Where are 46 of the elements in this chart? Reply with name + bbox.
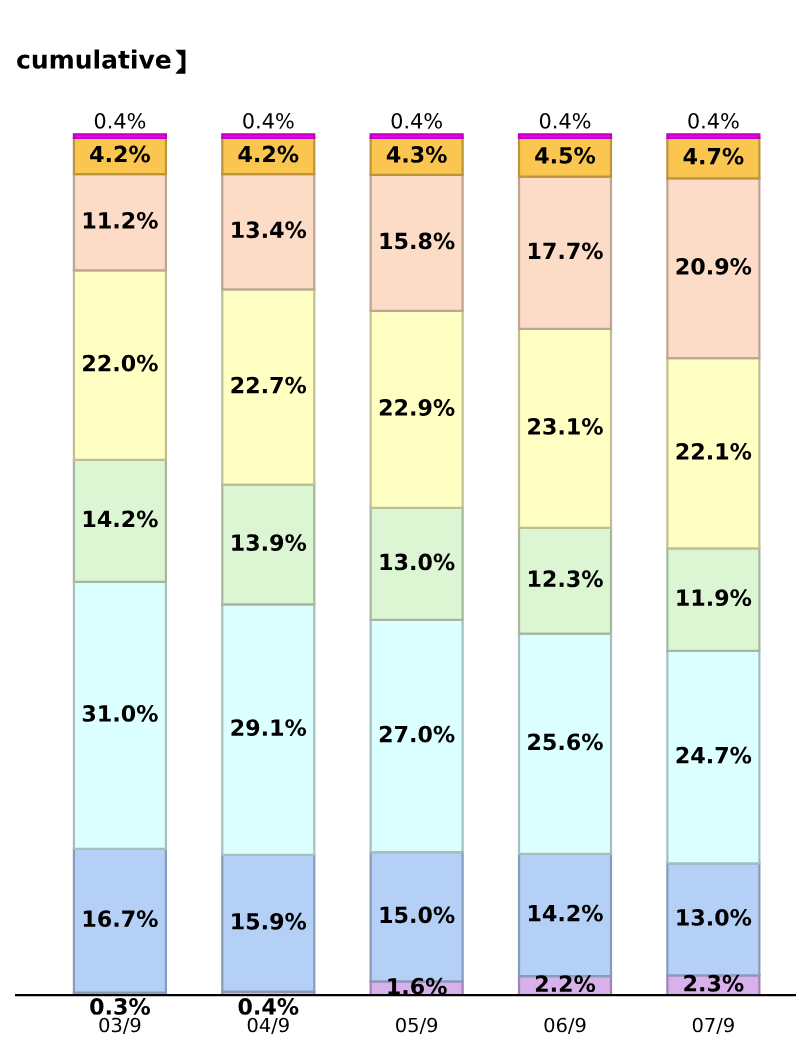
chart-title: cumulative: [17, 49, 171, 69]
data-label: 13.9%: [232, 534, 307, 551]
data-label: 2.2%: [535, 975, 596, 993]
data-label: 0.4%: [391, 112, 442, 129]
data-label: 11.9%: [677, 589, 752, 607]
data-label: 27.0%: [379, 725, 455, 743]
data-label: 22.9%: [379, 399, 455, 416]
data-label: 13.0%: [677, 908, 752, 926]
x-tick-label: 06/9: [544, 1017, 586, 1034]
data-label: 29.1%: [231, 719, 307, 737]
x-tick-label: 04/9: [247, 1017, 289, 1034]
data-label: 14.2%: [528, 904, 603, 922]
x-tick-label: 05/9: [396, 1017, 438, 1034]
data-label: 22.0%: [83, 354, 158, 372]
data-label: 12.3%: [528, 570, 603, 588]
x-tick-label: 03/9: [99, 1017, 141, 1034]
data-label: 4.2%: [238, 145, 299, 163]
data-label: 16.7%: [83, 910, 158, 928]
data-label: 4.2%: [90, 145, 151, 163]
data-label: 13.4%: [232, 221, 307, 239]
data-label: 17.7%: [528, 242, 603, 260]
data-label: 11.2%: [83, 211, 158, 229]
data-label: 25.6%: [528, 733, 603, 751]
data-label: 0.3%: [90, 998, 151, 1015]
data-label: 0.4%: [94, 112, 146, 129]
data-label: 20.9%: [676, 257, 752, 275]
data-label: 4.7%: [683, 147, 744, 165]
data-label: 15.9%: [232, 912, 307, 930]
data-label: 22.1%: [676, 442, 752, 460]
data-label: 22.7%: [231, 376, 307, 394]
x-tick-label: 07/9: [692, 1017, 734, 1034]
data-label: 13.0%: [380, 553, 455, 571]
data-label: 4.5%: [535, 146, 596, 164]
data-label: 15.8%: [380, 232, 455, 250]
data-label: 0.4%: [238, 998, 299, 1015]
data-label: 0.4%: [243, 112, 294, 129]
data-label: 1.6%: [388, 977, 447, 995]
data-label: 4.3%: [386, 146, 447, 163]
data-label: 23.1%: [528, 418, 603, 435]
data-label: 24.7%: [676, 746, 752, 764]
data-label: 14.2%: [83, 510, 158, 528]
data-label: 2.3%: [684, 974, 744, 992]
data-label: 31.0%: [82, 705, 158, 722]
data-label: 0.4%: [539, 112, 591, 129]
data-label: 0.4%: [688, 112, 739, 129]
data-label: 15.0%: [380, 906, 455, 924]
